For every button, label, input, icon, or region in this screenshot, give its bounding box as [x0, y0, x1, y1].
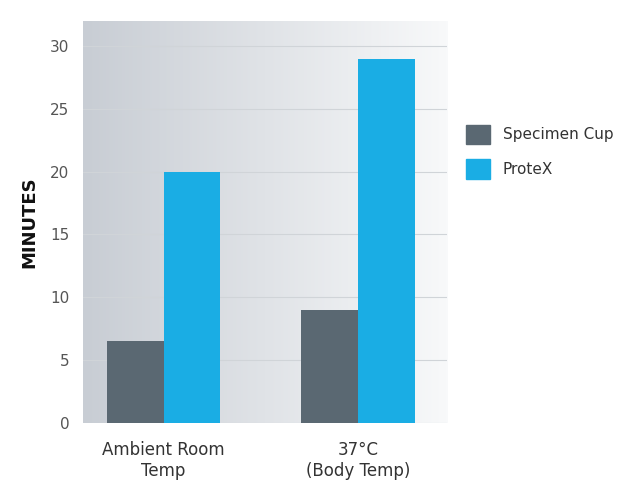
Bar — [358, 59, 415, 423]
Legend: Specimen Cup, ProteX: Specimen Cup, ProteX — [458, 117, 621, 187]
Y-axis label: MINUTES: MINUTES — [21, 176, 39, 268]
Bar — [301, 310, 358, 423]
Bar — [107, 341, 163, 423]
Bar — [163, 171, 220, 423]
